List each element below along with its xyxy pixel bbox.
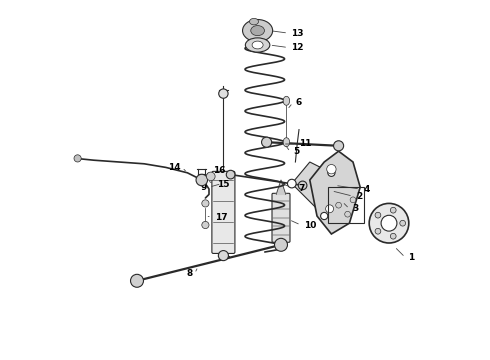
Text: 14: 14: [168, 163, 180, 172]
Circle shape: [202, 221, 209, 229]
Text: 11: 11: [299, 139, 312, 148]
Circle shape: [74, 155, 81, 162]
Text: 9: 9: [201, 183, 207, 192]
Circle shape: [326, 205, 334, 213]
Circle shape: [226, 170, 235, 179]
Ellipse shape: [252, 41, 263, 49]
Circle shape: [274, 238, 288, 251]
Circle shape: [327, 165, 336, 174]
Polygon shape: [292, 162, 346, 216]
Circle shape: [391, 207, 396, 213]
Text: 8: 8: [187, 269, 193, 278]
Ellipse shape: [283, 138, 290, 147]
Polygon shape: [276, 180, 286, 194]
Text: 2: 2: [356, 192, 362, 201]
Text: 4: 4: [363, 184, 369, 194]
Text: 13: 13: [291, 29, 304, 37]
Text: 3: 3: [352, 204, 359, 213]
Circle shape: [328, 169, 335, 176]
Circle shape: [202, 200, 209, 207]
Ellipse shape: [251, 26, 265, 36]
Text: 6: 6: [296, 98, 302, 107]
Text: 15: 15: [217, 180, 229, 189]
Text: 10: 10: [304, 220, 316, 230]
Circle shape: [375, 212, 381, 218]
Bar: [328, 187, 364, 223]
Ellipse shape: [243, 19, 272, 42]
Text: 1: 1: [408, 253, 415, 262]
Circle shape: [206, 172, 215, 181]
Circle shape: [196, 174, 208, 186]
Text: 7: 7: [298, 184, 305, 193]
Text: 12: 12: [291, 43, 304, 52]
Circle shape: [345, 211, 350, 217]
Ellipse shape: [245, 38, 270, 52]
Text: 16: 16: [213, 166, 225, 175]
Circle shape: [288, 179, 296, 188]
Circle shape: [369, 203, 409, 243]
Circle shape: [400, 220, 406, 226]
Polygon shape: [310, 151, 360, 234]
Circle shape: [350, 197, 356, 203]
Circle shape: [381, 215, 397, 231]
Circle shape: [262, 137, 271, 147]
Circle shape: [375, 228, 381, 234]
Text: 17: 17: [215, 212, 227, 221]
Circle shape: [334, 141, 343, 151]
Circle shape: [391, 233, 396, 239]
Ellipse shape: [283, 96, 290, 105]
Circle shape: [219, 89, 228, 98]
Text: 5: 5: [293, 148, 299, 156]
Circle shape: [219, 251, 228, 261]
Circle shape: [298, 181, 307, 190]
Circle shape: [130, 274, 144, 287]
Ellipse shape: [249, 18, 259, 25]
FancyBboxPatch shape: [212, 171, 235, 253]
Circle shape: [320, 212, 328, 220]
FancyBboxPatch shape: [272, 193, 290, 242]
Circle shape: [336, 202, 342, 208]
